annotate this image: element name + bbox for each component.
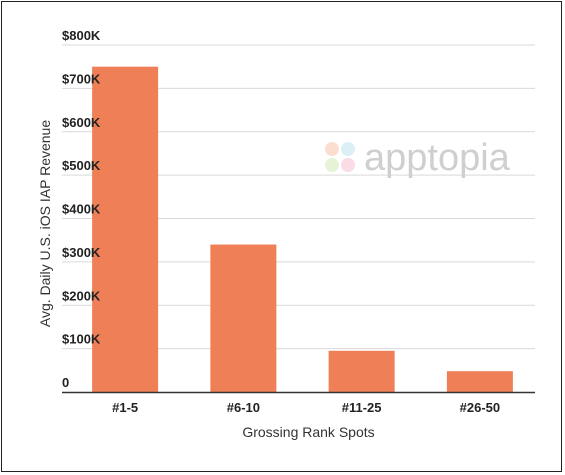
y-tick-label: $500K xyxy=(62,158,101,173)
y-tick-label: $200K xyxy=(62,288,101,303)
x-tick-label: #6-10 xyxy=(227,400,260,415)
x-axis-title: Grossing Rank Spots xyxy=(242,424,374,440)
y-tick-label: $300K xyxy=(62,245,101,260)
x-tick-labels: #1-5 #6-10 #11-25 #26-50 xyxy=(112,400,500,415)
x-tick-label: #26-50 xyxy=(460,400,500,415)
bar xyxy=(92,66,159,392)
y-tick-label: $700K xyxy=(62,71,101,86)
apptopia-watermark: apptopia xyxy=(325,137,511,179)
y-tick-label: 0 xyxy=(62,375,69,390)
y-tick-label: $800K xyxy=(62,28,101,43)
y-tick-label: $400K xyxy=(62,202,101,217)
y-axis-title: Avg. Daily U.S. iOS IAP Revenue xyxy=(37,120,53,327)
bar xyxy=(328,350,395,392)
x-tick-label: #11-25 xyxy=(342,400,382,415)
bar xyxy=(210,244,277,392)
y-tick-label: $600K xyxy=(62,115,101,130)
y-tick-label: $100K xyxy=(62,332,101,347)
x-tick-label: #1-5 xyxy=(112,400,138,415)
y-tick-labels: 0 $100K $200K $300K $400K $500K $600K $700K $800… xyxy=(62,28,101,390)
bar xyxy=(446,371,513,392)
apptopia-logo-icon xyxy=(325,142,355,172)
watermark-text: apptopia xyxy=(364,137,511,179)
bars xyxy=(92,66,513,392)
